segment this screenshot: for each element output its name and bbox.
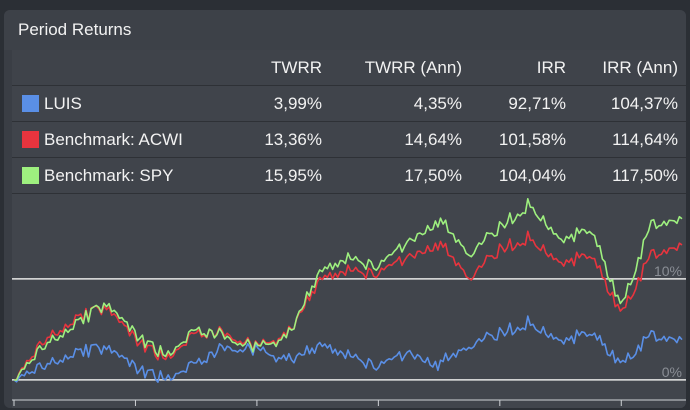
row-irr: 104,04% xyxy=(498,166,566,185)
series-line-benchmark-acwi xyxy=(13,230,683,381)
table-header: TWRR TWRR (Ann) IRR IRR (Ann) xyxy=(12,50,686,86)
row-twrr-ann: 4,35% xyxy=(413,94,462,113)
series-line-benchmark-spy xyxy=(13,198,683,381)
row-twrr-ann: 17,50% xyxy=(404,166,462,185)
header-twrr[interactable]: TWRR xyxy=(271,58,322,77)
series-color-swatch xyxy=(22,95,39,112)
panel-content: TWRR TWRR (Ann) IRR IRR (Ann) LUIS 3,99%… xyxy=(12,50,686,408)
row-name: LUIS xyxy=(44,94,82,113)
panel-title: Period Returns xyxy=(4,10,686,50)
series-line-luis xyxy=(13,315,683,383)
table-row[interactable]: Benchmark: ACWI 13,36% 14,64% 101,58% 11… xyxy=(12,122,686,158)
header-twrr-ann[interactable]: TWRR (Ann) xyxy=(364,58,462,77)
row-irr-ann: 117,50% xyxy=(612,166,678,185)
row-name-cell: LUIS xyxy=(22,86,82,122)
period-returns-panel: Period Returns TWRR TWRR (Ann) IRR IRR (… xyxy=(4,10,686,408)
row-twrr: 3,99% xyxy=(273,94,322,113)
row-twrr: 15,95% xyxy=(264,166,322,185)
y-tick-label: 0% xyxy=(662,364,682,380)
header-irr[interactable]: IRR xyxy=(536,58,566,77)
row-irr: 101,58% xyxy=(498,130,566,149)
series-color-swatch xyxy=(22,167,39,184)
series-color-swatch xyxy=(22,131,39,148)
row-name: Benchmark: ACWI xyxy=(44,130,183,149)
row-name: Benchmark: SPY xyxy=(44,166,174,185)
row-twrr-ann: 14,64% xyxy=(404,130,462,149)
y-tick-label: 10% xyxy=(654,263,682,279)
returns-chart[interactable]: 0%10%Jan '23Mar '23May '23Jul '23Sep '23… xyxy=(12,194,686,408)
row-irr-ann: 114,64% xyxy=(612,130,678,149)
table-row[interactable]: LUIS 3,99% 4,35% 92,71% 104,37% xyxy=(12,86,686,122)
row-irr-ann: 104,37% xyxy=(610,94,678,113)
row-irr: 92,71% xyxy=(508,94,566,113)
header-irr-ann[interactable]: IRR (Ann) xyxy=(602,58,678,77)
table-row[interactable]: Benchmark: SPY 15,95% 17,50% 104,04% 117… xyxy=(12,158,686,194)
row-name-cell: Benchmark: ACWI xyxy=(22,122,183,158)
row-name-cell: Benchmark: SPY xyxy=(22,158,173,194)
row-twrr: 13,36% xyxy=(264,130,322,149)
returns-chart-svg[interactable]: 0%10%Jan '23Mar '23May '23Jul '23Sep '23… xyxy=(12,194,686,408)
